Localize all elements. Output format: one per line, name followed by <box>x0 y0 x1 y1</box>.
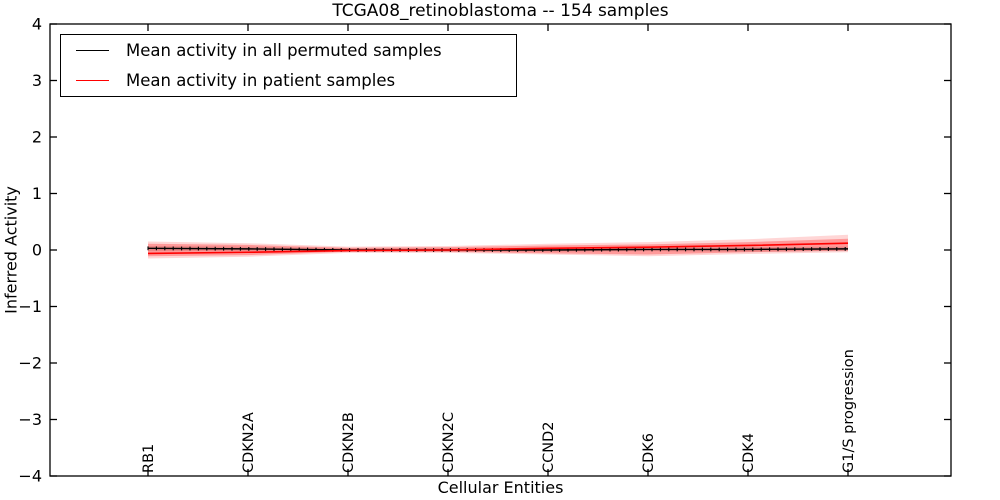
x-tick-label: CDK4 <box>741 433 757 473</box>
legend-line-swatch-patient <box>76 80 109 82</box>
legend-line-swatch-permuted <box>76 49 109 51</box>
x-tick-label: CDKN2B <box>341 412 357 473</box>
x-tick-label: G1/S progression <box>841 349 857 473</box>
legend-label-permuted: Mean activity in all permuted samples <box>126 40 442 60</box>
y-tick-label: 1 <box>32 184 42 203</box>
legend-item-permuted: Mean activity in all permuted samples <box>61 35 516 66</box>
x-tick-label: RB1 <box>141 444 157 473</box>
x-tick-label: CDK6 <box>641 433 657 473</box>
y-tick-label: 2 <box>32 128 42 147</box>
y-tick-label: −3 <box>18 410 42 429</box>
y-tick-label: 0 <box>32 241 42 260</box>
x-tick-label: CDKN2A <box>241 412 257 473</box>
y-tick-label: −1 <box>18 297 42 316</box>
series-line-permuted <box>147 247 849 251</box>
x-tick-label: CDKN2C <box>441 412 457 473</box>
x-axis-label: Cellular Entities <box>437 478 564 497</box>
patient-spread-band-inner <box>148 238 848 257</box>
y-axis-label: Inferred Activity <box>1 186 21 314</box>
y-tick-label: 4 <box>32 15 42 34</box>
legend-label-patient: Mean activity in patient samples <box>126 71 396 91</box>
legend-item-patient: Mean activity in patient samples <box>61 66 516 97</box>
y-tick-label: −4 <box>18 467 42 486</box>
patient-spread-band-outer <box>148 234 848 259</box>
y-tick-label: −2 <box>18 354 42 373</box>
series-line-patient <box>147 242 849 255</box>
x-tick-label: CCND2 <box>541 422 557 474</box>
y-tick-label: 3 <box>32 71 42 90</box>
legend-box: Mean activity in all permuted samples Me… <box>60 34 517 97</box>
chart-title: TCGA08_retinoblastoma -- 154 samples <box>332 1 669 21</box>
